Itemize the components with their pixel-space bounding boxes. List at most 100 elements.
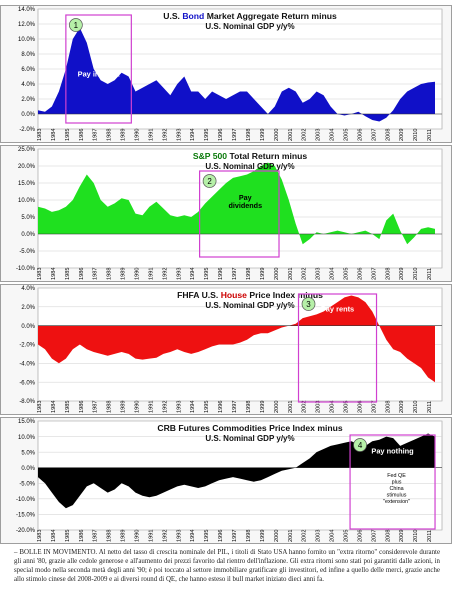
x-tick-label: 1986 xyxy=(79,401,85,413)
x-tick-label: 2002 xyxy=(302,401,308,413)
y-tick-label: -4.0% xyxy=(19,362,35,368)
x-tick-label: 2011 xyxy=(427,129,433,141)
x-tick-label: 2003 xyxy=(316,268,322,280)
x-tick-label: 1994 xyxy=(190,530,196,542)
x-tick-label: 1988 xyxy=(107,268,113,280)
y-tick-label: 4.0% xyxy=(21,286,35,292)
title-key: Bond xyxy=(182,11,204,21)
y-tick-label: 0.0% xyxy=(21,232,35,238)
x-tick-label: 2002 xyxy=(302,129,308,141)
x-tick-label: 1989 xyxy=(121,129,127,141)
y-tick-label: -15.0% xyxy=(16,513,36,519)
title-prefix: CRB Futures Commodities Price Index minu… xyxy=(157,423,342,433)
box-label: dividends xyxy=(229,201,263,210)
x-tick-label: 2004 xyxy=(330,401,336,413)
box-number-badge xyxy=(353,438,367,452)
y-tick-label: 6.0% xyxy=(21,67,35,73)
x-tick-label: 2004 xyxy=(330,268,336,280)
x-tick-label: 2004 xyxy=(330,129,336,141)
x-tick-label: 1990 xyxy=(135,129,141,141)
y-tick-label: 10.0% xyxy=(18,198,36,204)
x-tick-label: 1999 xyxy=(260,268,266,280)
x-tick-label: 2011 xyxy=(427,268,433,280)
x-tick-label: 1992 xyxy=(162,401,168,413)
house-chart-panel: 4.0% 2.0% 0.0% -2.0% -4.0% -6.0% -8.0% 1983 1984… xyxy=(0,284,452,415)
x-tick-label: 1999 xyxy=(260,401,266,413)
x-tick-label: 1993 xyxy=(176,129,182,141)
box-number-badge xyxy=(69,18,83,32)
x-tick-label: 2007 xyxy=(371,129,377,141)
y-tick-label: 25.0% xyxy=(18,147,36,153)
x-tick-label: 1983 xyxy=(37,401,43,413)
x-tick-label: 1983 xyxy=(37,268,43,280)
x-tick-label: 1991 xyxy=(148,530,154,542)
chart-subtitle: U.S. Nominal GDP y/y% xyxy=(205,434,294,443)
x-tick-label: 1984 xyxy=(51,530,57,542)
x-tick-label: 1987 xyxy=(93,129,99,141)
x-tick-label: 2010 xyxy=(413,530,419,542)
x-tick-label: 1995 xyxy=(204,530,210,542)
series-area xyxy=(38,295,435,383)
x-tick-label: 2011 xyxy=(427,530,433,542)
x-tick-label: 2010 xyxy=(413,129,419,141)
x-tick-label: 1994 xyxy=(190,268,196,280)
box-number: 1 xyxy=(74,21,79,30)
y-tick-label: -10.0% xyxy=(16,497,36,503)
annotation-line: stimulus xyxy=(387,493,407,499)
chart-title: FHFA U.S. House Price Index minus xyxy=(177,290,323,300)
x-tick-label: 1994 xyxy=(190,401,196,413)
chart-title: U.S. Bond Market Aggregate Return minus xyxy=(163,11,337,21)
x-tick-label: 2009 xyxy=(399,401,405,413)
x-tick-label: 1985 xyxy=(65,268,71,280)
x-tick-label: 1990 xyxy=(135,530,141,542)
y-tick-label: 15.0% xyxy=(18,181,36,187)
chart-subtitle: U.S. Nominal GDP y/y% xyxy=(205,22,294,31)
x-tick-label: 2006 xyxy=(357,268,363,280)
highlight-box xyxy=(199,170,280,258)
x-tick-label: 2009 xyxy=(399,530,405,542)
x-tick-label: 2005 xyxy=(343,129,349,141)
x-tick-label: 1991 xyxy=(148,268,154,280)
series-area xyxy=(38,162,435,245)
x-tick-label: 1993 xyxy=(176,401,182,413)
y-tick-label: 0.0% xyxy=(21,112,35,118)
x-tick-label: 1994 xyxy=(190,129,196,141)
x-tick-label: 1987 xyxy=(93,530,99,542)
sp500-chart-panel: 25.0% 20.0% 15.0% 10.0% 5.0% 0.0% -5.0% -10.0% 1… xyxy=(0,145,452,282)
highlight-box xyxy=(297,293,378,403)
y-tick-label: 5.0% xyxy=(21,215,35,221)
x-tick-label: 2007 xyxy=(371,401,377,413)
x-tick-label: 1991 xyxy=(148,401,154,413)
title-key: House xyxy=(221,290,247,300)
x-tick-label: 1983 xyxy=(37,129,43,141)
title-suffix: Market Aggregate Return minus xyxy=(204,11,337,21)
x-tick-label: 2001 xyxy=(288,268,294,280)
x-tick-label: 2002 xyxy=(302,530,308,542)
x-tick-label: 1989 xyxy=(121,530,127,542)
x-tick-label: 1997 xyxy=(232,530,238,542)
x-tick-label: 2001 xyxy=(288,401,294,413)
house-chart: 4.0% 2.0% 0.0% -2.0% -4.0% -6.0% -8.0% 1983 1984… xyxy=(0,284,452,415)
y-tick-label: 2.0% xyxy=(21,305,35,311)
x-tick-label: 1986 xyxy=(79,530,85,542)
x-tick-label: 2008 xyxy=(385,401,391,413)
x-tick-label: 2001 xyxy=(288,129,294,141)
title-prefix: U.S. xyxy=(163,11,182,21)
x-tick-label: 2000 xyxy=(274,530,280,542)
commodities-chart-panel: 15.0% 10.0% 5.0% 0.0% -5.0% -10.0% -15.0% -20.0… xyxy=(0,417,452,544)
y-tick-label: -20.0% xyxy=(16,528,36,534)
box-number: 4 xyxy=(358,441,363,450)
x-tick-label: 1985 xyxy=(65,530,71,542)
x-tick-label: 2000 xyxy=(274,268,280,280)
box-label: Pay nothing xyxy=(371,447,414,456)
x-tick-label: 1998 xyxy=(246,401,252,413)
x-tick-label: 1996 xyxy=(218,401,224,413)
y-tick-label: -2.0% xyxy=(19,127,35,133)
x-tick-label: 2000 xyxy=(274,401,280,413)
x-tick-label: 1996 xyxy=(218,268,224,280)
x-tick-label: 1988 xyxy=(107,530,113,542)
y-tick-label: -5.0% xyxy=(19,249,35,255)
x-tick-label: 1988 xyxy=(107,129,113,141)
x-tick-label: 1996 xyxy=(218,530,224,542)
x-tick-label: 2009 xyxy=(399,129,405,141)
